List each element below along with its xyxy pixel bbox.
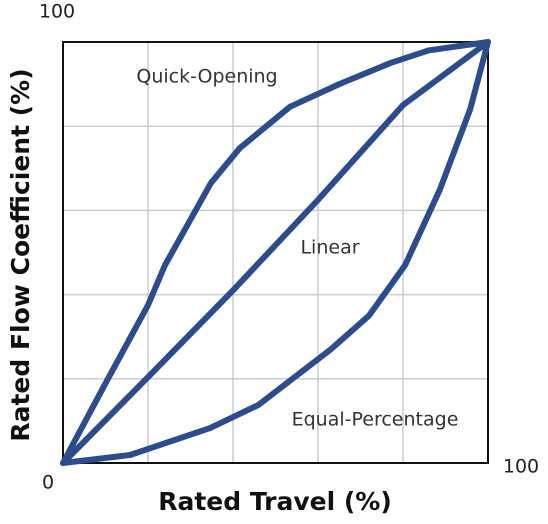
y-tick-label: 100 — [39, 1, 75, 23]
series-line — [60, 39, 491, 466]
x-tick-label: 0 — [42, 472, 54, 494]
y-axis-title: Rated Flow Coefficient (%) — [6, 68, 35, 441]
series-label: Quick-Opening — [136, 66, 277, 88]
x-axis-title: Rated Travel (%) — [158, 487, 392, 516]
plot-frame — [62, 41, 489, 464]
x-tick-label: 100 — [503, 456, 539, 478]
series-label: Equal-Percentage — [292, 409, 459, 431]
series-line — [60, 39, 491, 466]
series-line — [60, 39, 491, 466]
series-label: Linear — [300, 237, 359, 259]
